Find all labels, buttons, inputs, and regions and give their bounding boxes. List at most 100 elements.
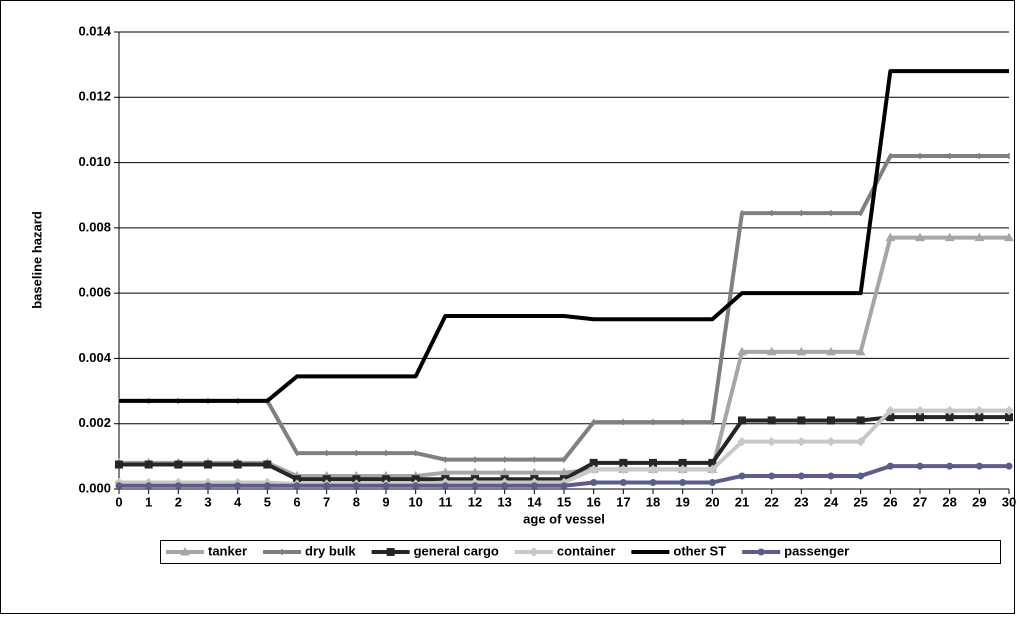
marker	[233, 460, 242, 469]
marker	[737, 346, 747, 356]
x-tick-label: 4	[234, 494, 242, 509]
marker	[1004, 405, 1014, 416]
marker	[115, 460, 123, 469]
x-tick-label: 18	[646, 494, 660, 509]
legend-label: passenger	[784, 543, 849, 558]
marker	[412, 482, 420, 490]
marker	[767, 416, 776, 425]
marker	[679, 478, 687, 486]
marker	[323, 482, 331, 490]
marker	[827, 416, 835, 425]
x-tick-label: 16	[586, 494, 600, 509]
marker	[946, 462, 954, 470]
marker	[263, 482, 271, 490]
x-tick-label: 1	[145, 494, 152, 509]
x-tick-label: 25	[853, 494, 867, 509]
x-tick-label: 2	[175, 494, 182, 509]
x-tick-label: 15	[557, 494, 571, 509]
legend-label: container	[557, 543, 616, 558]
x-tick-label: 29	[972, 494, 986, 509]
marker	[738, 472, 746, 480]
legend-marker	[757, 548, 765, 556]
marker	[797, 472, 805, 480]
legend-marker	[529, 547, 539, 557]
marker	[796, 346, 807, 356]
marker	[560, 482, 568, 490]
marker	[144, 460, 153, 469]
marker	[796, 436, 807, 447]
legend-label: general cargo	[414, 543, 499, 558]
x-axis-label: age of vessel	[523, 511, 605, 526]
x-tick-label: 21	[735, 494, 749, 509]
marker	[738, 416, 746, 425]
marker	[471, 482, 479, 490]
marker	[204, 460, 212, 469]
marker	[649, 478, 657, 486]
legend-marker	[180, 546, 190, 556]
marker	[441, 482, 449, 490]
marker	[915, 232, 925, 242]
legend-label: other ST	[673, 543, 726, 558]
marker	[944, 232, 955, 242]
marker	[857, 472, 865, 480]
marker	[174, 482, 182, 490]
x-tick-label: 11	[438, 494, 452, 509]
x-tick-label: 28	[942, 494, 956, 509]
marker	[855, 436, 866, 447]
legend-box	[160, 540, 1001, 564]
marker	[618, 464, 629, 475]
marker	[766, 346, 777, 356]
marker	[826, 436, 836, 447]
marker	[768, 472, 776, 480]
marker	[974, 405, 985, 416]
marker	[766, 436, 777, 447]
x-tick-label: 13	[497, 494, 511, 509]
y-tick-label: 0.014	[78, 23, 111, 38]
marker	[382, 482, 390, 490]
marker	[885, 232, 896, 242]
marker	[915, 405, 925, 416]
marker	[974, 232, 985, 242]
x-tick-label: 17	[616, 494, 630, 509]
x-tick-label: 30	[1002, 494, 1016, 509]
marker	[1004, 232, 1014, 242]
marker	[590, 478, 598, 486]
y-tick-label: 0.006	[78, 285, 111, 300]
marker	[797, 416, 806, 425]
marker	[293, 482, 301, 490]
marker	[708, 478, 716, 486]
y-tick-label: 0.008	[78, 219, 111, 234]
y-tick-label: 0.004	[78, 350, 111, 365]
marker	[145, 482, 153, 490]
marker	[204, 482, 212, 490]
x-tick-label: 12	[468, 494, 482, 509]
marker	[234, 482, 242, 490]
marker	[530, 482, 538, 490]
marker	[885, 405, 896, 416]
x-tick-label: 26	[883, 494, 897, 509]
marker	[648, 464, 658, 475]
x-tick-label: 5	[264, 494, 271, 509]
x-tick-label: 14	[527, 494, 542, 509]
x-tick-label: 19	[675, 494, 689, 509]
marker	[826, 346, 836, 356]
x-tick-label: 23	[794, 494, 808, 509]
marker	[916, 462, 924, 470]
x-tick-label: 24	[824, 494, 839, 509]
marker	[975, 462, 983, 470]
marker	[886, 462, 894, 470]
x-tick-label: 8	[353, 494, 360, 509]
legend-label: dry bulk	[305, 543, 356, 558]
marker	[263, 460, 272, 469]
marker	[619, 478, 627, 486]
y-tick-label: 0.000	[78, 480, 111, 495]
x-tick-label: 0	[115, 494, 122, 509]
marker	[855, 346, 866, 356]
x-tick-label: 10	[408, 494, 422, 509]
x-tick-label: 7	[323, 494, 330, 509]
x-tick-label: 20	[705, 494, 719, 509]
y-axis-label: baseline hazard	[29, 211, 44, 309]
marker	[501, 482, 509, 490]
